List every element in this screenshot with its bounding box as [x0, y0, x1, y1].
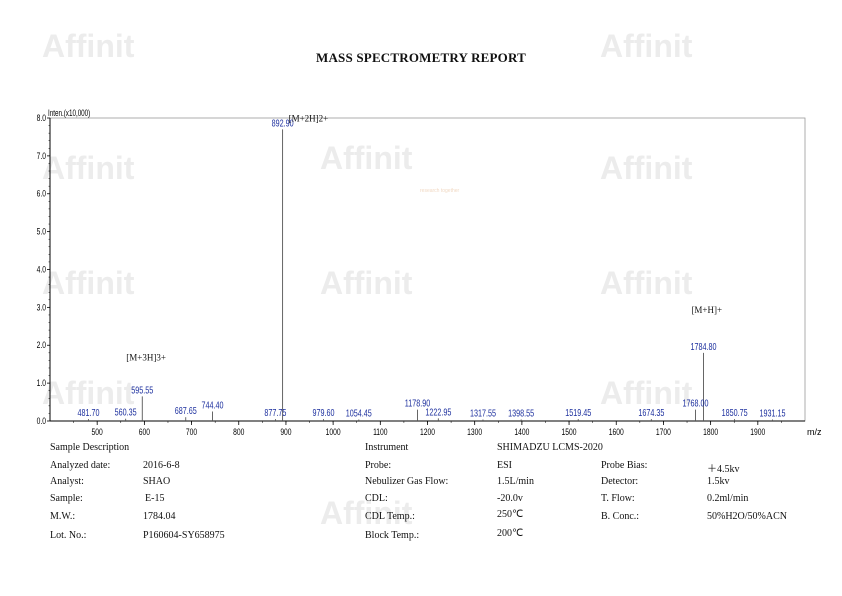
- analyst-label: Analyst:: [50, 476, 84, 487]
- watermark-logo-9: Affinit: [42, 375, 135, 411]
- lot-label: Lot. No.:: [50, 530, 87, 541]
- y-axis-label: Inten.(x10,000): [48, 108, 91, 118]
- analyzed-date-value: 2016-6-8: [143, 460, 180, 471]
- bconc-label: B. Conc.:: [601, 511, 640, 522]
- detector-value: 1.5kv: [707, 476, 730, 487]
- x-tick-label: 1400: [514, 427, 529, 437]
- y-tick-label: 4.0: [37, 265, 47, 275]
- block-temp-value: 200℃: [497, 528, 524, 539]
- instrument-label: Instrument: [365, 442, 409, 453]
- watermark-logo-10: Affinit: [600, 375, 693, 411]
- watermark-logo-6: Affinit: [42, 265, 135, 301]
- peak-label: 877.75: [264, 407, 286, 418]
- peak-label: 1931.15: [760, 407, 786, 418]
- peak-label: 1784.80: [690, 341, 716, 352]
- mass-spectrum-chart: 0.0 1.0 2.0 3.0 4.0 5.0 6.0 7.0 8.0 500 600 700 800 9…: [37, 108, 822, 437]
- peak-label: 1519.45: [565, 407, 591, 418]
- cdl-temp-label: CDL Temp.:: [365, 511, 415, 522]
- x-tick-label: 900: [280, 427, 292, 437]
- plot-frame: [49, 117, 806, 422]
- y-tick-label: 3.0: [37, 302, 47, 312]
- sample-description-label: Sample Description: [50, 442, 130, 453]
- watermark-logo-3: Affinit: [320, 140, 413, 176]
- x-axis-label: m/z: [807, 427, 822, 437]
- probe-label: Probe:: [365, 460, 392, 471]
- peak-label: 892.90: [272, 117, 294, 128]
- x-tick-label: 1800: [703, 427, 718, 437]
- peak-label: 1222.95: [425, 406, 451, 417]
- nebulizer-value: 1.5L/min: [497, 476, 534, 487]
- block-temp-label: Block Temp.:: [365, 530, 420, 541]
- probe-bias-value: ＋4.5kv: [707, 464, 740, 475]
- watermark-logo-1: Affinit: [42, 28, 135, 64]
- analyzed-date-label: Analyzed date:: [50, 460, 111, 471]
- nebulizer-label: Nebulizer Gas Flow:: [365, 476, 449, 487]
- watermark-logo-7: Affinit: [320, 265, 413, 301]
- peak-label: 595.55: [131, 384, 153, 395]
- peak-label: 1054.45: [346, 407, 372, 418]
- peak-label: 1178.90: [405, 397, 431, 408]
- probe-bias-label: Probe Bias:: [601, 460, 648, 471]
- peak-label: 1398.55: [508, 407, 534, 418]
- sample-label: Sample:: [50, 493, 83, 504]
- cdl-temp-value: 250℃: [497, 509, 524, 520]
- tflow-value: 0.2ml/min: [707, 493, 749, 504]
- peak-label: 744.40: [202, 399, 224, 410]
- watermark-logo-2: Affinit: [600, 28, 693, 64]
- x-tick-label: 600: [139, 427, 151, 437]
- y-tick-label: 8.0: [37, 113, 47, 123]
- mw-label: M.W.:: [50, 511, 76, 522]
- sample-value: E-15: [145, 493, 165, 504]
- y-tick-label: 0.0: [37, 416, 47, 426]
- x-tick-label: 1600: [609, 427, 624, 437]
- x-tick-label: 1200: [420, 427, 435, 437]
- x-tick-label: 1500: [562, 427, 577, 437]
- peak-label: 1768.00: [683, 397, 709, 408]
- watermark-logo-4: Affinit: [42, 150, 135, 186]
- ion-annotation: [M+3H]3+: [126, 352, 166, 362]
- y-tick-label: 2.0: [37, 340, 47, 350]
- y-tick-label: 6.0: [37, 189, 47, 199]
- peak-label: 1674.35: [638, 407, 664, 418]
- x-tick-label: 1100: [373, 427, 388, 437]
- peak-label: 481.70: [78, 407, 100, 418]
- x-tick-label: 1000: [326, 427, 341, 437]
- peak-label: 687.65: [175, 405, 197, 416]
- instrument-value: SHIMADZU LCMS-2020: [497, 442, 603, 453]
- analyst-value: SHAO: [143, 476, 171, 487]
- y-tick-label: 1.0: [37, 378, 47, 388]
- watermark-logo-11: Affinit: [320, 495, 413, 531]
- watermark-logo-8: Affinit: [600, 265, 693, 301]
- watermark-logo-5: Affinit: [600, 150, 693, 186]
- x-tick-label: 1700: [656, 427, 671, 437]
- x-tick-label: 1300: [467, 427, 482, 437]
- x-tick-label: 500: [92, 427, 104, 437]
- bconc-value: 50%H2O/50%ACN: [707, 511, 787, 522]
- peak-label: 979.60: [312, 407, 334, 418]
- cdl-value: -20.0v: [497, 493, 523, 504]
- x-tick-label: 800: [233, 427, 245, 437]
- peak-label: 1317.55: [470, 407, 496, 418]
- tflow-label: T. Flow:: [601, 493, 635, 504]
- watermark-tagline: research together: [420, 188, 460, 194]
- y-tick-label: 7.0: [37, 151, 47, 161]
- probe-value: ESI: [497, 460, 512, 471]
- ion-annotation: [M+2H]2+: [289, 113, 329, 123]
- x-tick-label: 700: [186, 427, 198, 437]
- y-tick-label: 5.0: [37, 227, 47, 237]
- detector-label: Detector:: [601, 476, 639, 487]
- cdl-label: CDL:: [365, 493, 388, 504]
- lot-value: P160604-SY658975: [143, 530, 225, 541]
- report-title: MASS SPECTROMETRY REPORT: [316, 50, 526, 65]
- mw-value: 1784.04: [143, 511, 176, 522]
- x-tick-label: 1900: [750, 427, 765, 437]
- peak-label: 560.35: [115, 407, 137, 418]
- ion-annotation: [M+H]+: [691, 305, 722, 315]
- peak-label: 1850.75: [722, 407, 748, 418]
